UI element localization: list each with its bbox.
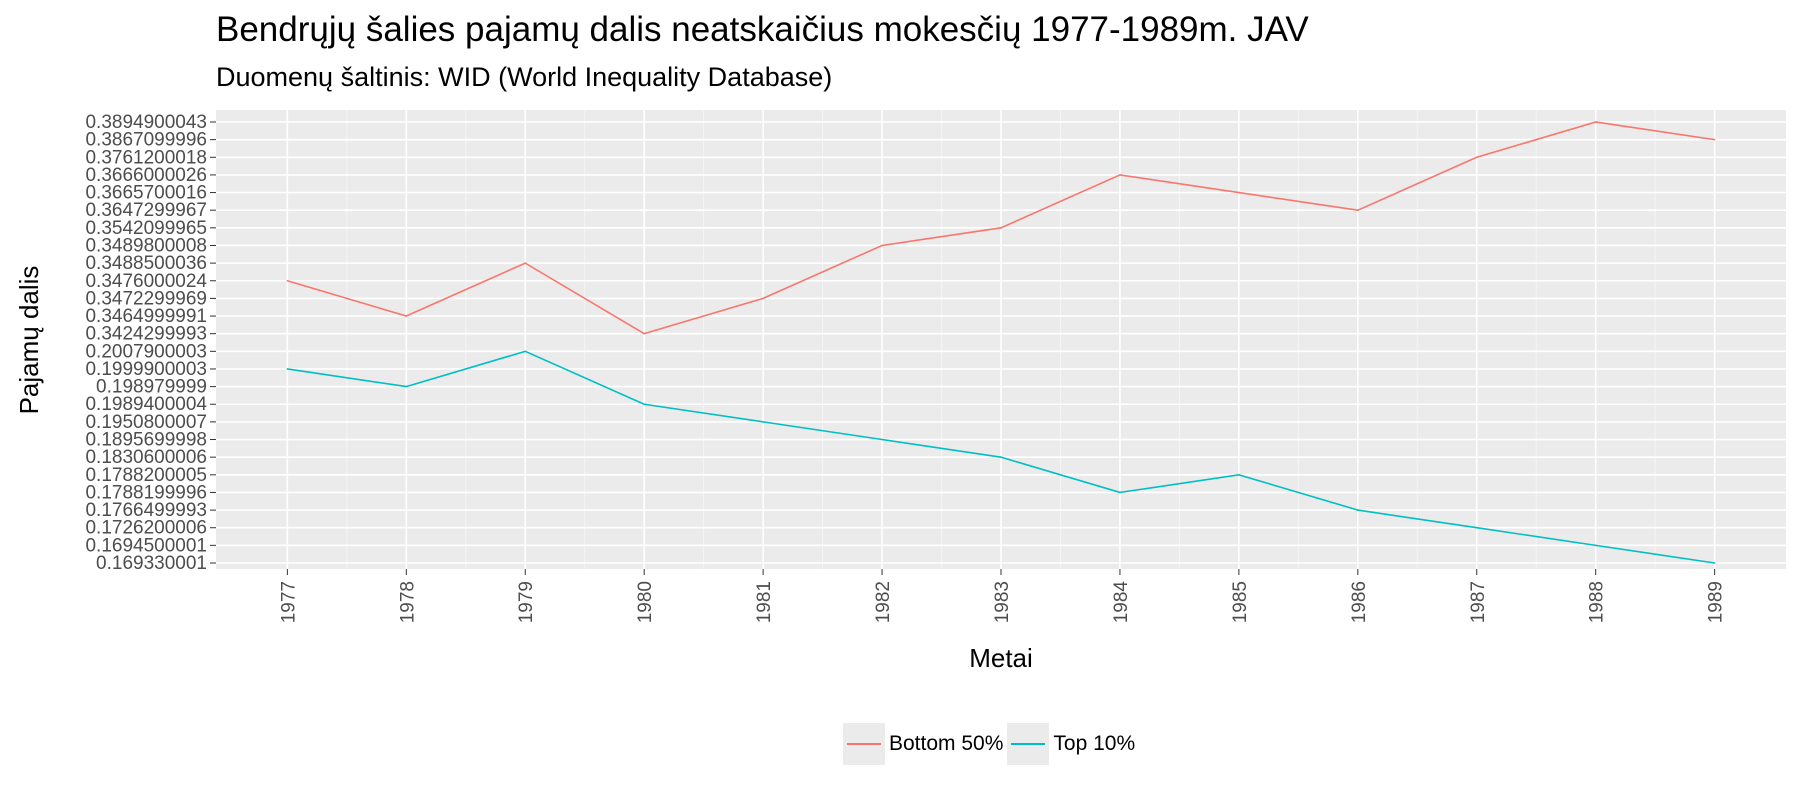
data-point-bottom-50 [1594, 121, 1597, 123]
y-tick-label: 0.198979999 [96, 377, 207, 398]
data-point-top-10 [286, 368, 289, 370]
y-tick-label: 0.3894900043 [85, 112, 207, 133]
data-point-top-10 [643, 403, 645, 406]
y-tick-label: 0.3647299967 [85, 200, 207, 221]
data-point-bottom-50 [524, 262, 527, 264]
data-point-bottom-50 [762, 297, 764, 300]
y-tick-label: 0.1895699998 [85, 430, 207, 451]
y-tick-label: 0.1950800007 [85, 412, 207, 433]
x-tick-label: 1985 [1230, 581, 1251, 623]
y-tick-label: 0.3424299993 [85, 324, 207, 345]
y-tick-label: 0.1694500001 [85, 535, 207, 556]
x-tick-label: 1982 [873, 581, 894, 623]
chart-title: Bendrųjų šalies pajamų dalis neatskaičiu… [216, 10, 1309, 49]
chart-subtitle: Duomenų šaltinis: WID (World Inequality … [216, 62, 833, 92]
y-tick-label: 0.3666000026 [85, 165, 207, 186]
data-point-top-10 [1238, 474, 1240, 476]
x-tick-label: 1978 [397, 581, 418, 623]
y-tick-label: 0.2007900003 [85, 341, 207, 362]
x-tick-label: 1988 [1587, 581, 1608, 623]
data-point-bottom-50 [643, 332, 645, 335]
data-point-bottom-50 [1357, 209, 1359, 211]
x-tick-label: 1987 [1468, 581, 1489, 623]
legend-label-bottom-50: Bottom 50% [889, 732, 1004, 755]
data-point-bottom-50 [1119, 174, 1121, 176]
y-tick-label: 0.3489800008 [85, 235, 207, 256]
y-tick-label: 0.1788199996 [85, 482, 207, 503]
data-point-bottom-50 [1713, 138, 1716, 141]
y-tick-label: 0.1999900003 [85, 359, 207, 380]
y-tick-label: 0.3476000024 [85, 271, 207, 292]
data-point-top-10 [1000, 456, 1002, 458]
y-tick-label: 0.1989400004 [85, 394, 207, 415]
data-point-bottom-50 [405, 315, 408, 317]
data-point-top-10 [881, 438, 883, 441]
y-tick-label: 0.3867099996 [85, 130, 207, 151]
y-tick-label: 0.169330001 [96, 553, 207, 574]
legend-label-top-10: Top 10% [1053, 732, 1136, 755]
x-tick-label: 1979 [516, 581, 537, 623]
data-point-bottom-50 [1000, 227, 1002, 229]
legend-item-top-10: Top 10% [1007, 723, 1135, 765]
y-tick-label: 0.3761200018 [85, 147, 207, 168]
y-tick-label: 0.3665700016 [85, 183, 207, 204]
data-point-top-10 [405, 385, 408, 388]
data-point-top-10 [762, 421, 764, 423]
y-tick-label: 0.3542099965 [85, 218, 207, 239]
x-tick-label: 1986 [1349, 581, 1370, 623]
legend-item-bottom-50: Bottom 50% [843, 723, 1003, 765]
x-axis-title: Metai [969, 643, 1033, 673]
x-tick-label: 1983 [992, 581, 1013, 623]
data-point-top-10 [524, 350, 527, 353]
y-axis-title: Pajamų dalis [14, 266, 44, 415]
y-tick-label: 0.3472299969 [85, 288, 207, 309]
legend-key-top-10 [1007, 723, 1050, 765]
data-point-bottom-50 [286, 279, 289, 282]
y-tick-label: 0.1830600006 [85, 447, 207, 468]
data-point-top-10 [1475, 526, 1478, 529]
data-point-bottom-50 [1475, 156, 1478, 159]
y-tick-label: 0.1788200005 [85, 465, 207, 486]
data-point-top-10 [1357, 509, 1359, 511]
x-tick-label: 1980 [635, 581, 656, 623]
x-tick-label: 1977 [278, 581, 299, 623]
data-point-bottom-50 [1238, 191, 1240, 194]
x-tick-label: 1984 [1111, 581, 1132, 624]
y-tick-label: 0.1766499993 [85, 500, 207, 521]
legend-key-bottom-50 [843, 723, 885, 765]
y-tick-label: 0.1726200006 [85, 518, 207, 539]
y-tick-label: 0.3464999991 [85, 306, 207, 327]
y-tick-label: 0.3488500036 [85, 253, 207, 274]
data-point-bottom-50 [881, 244, 883, 247]
x-tick-label: 1981 [754, 581, 775, 623]
data-point-top-10 [1119, 491, 1121, 494]
data-point-top-10 [1713, 562, 1716, 564]
data-point-top-10 [1594, 544, 1597, 547]
x-tick-label: 1989 [1706, 581, 1727, 623]
legend: Bottom 50% Top 10% [843, 723, 1139, 765]
